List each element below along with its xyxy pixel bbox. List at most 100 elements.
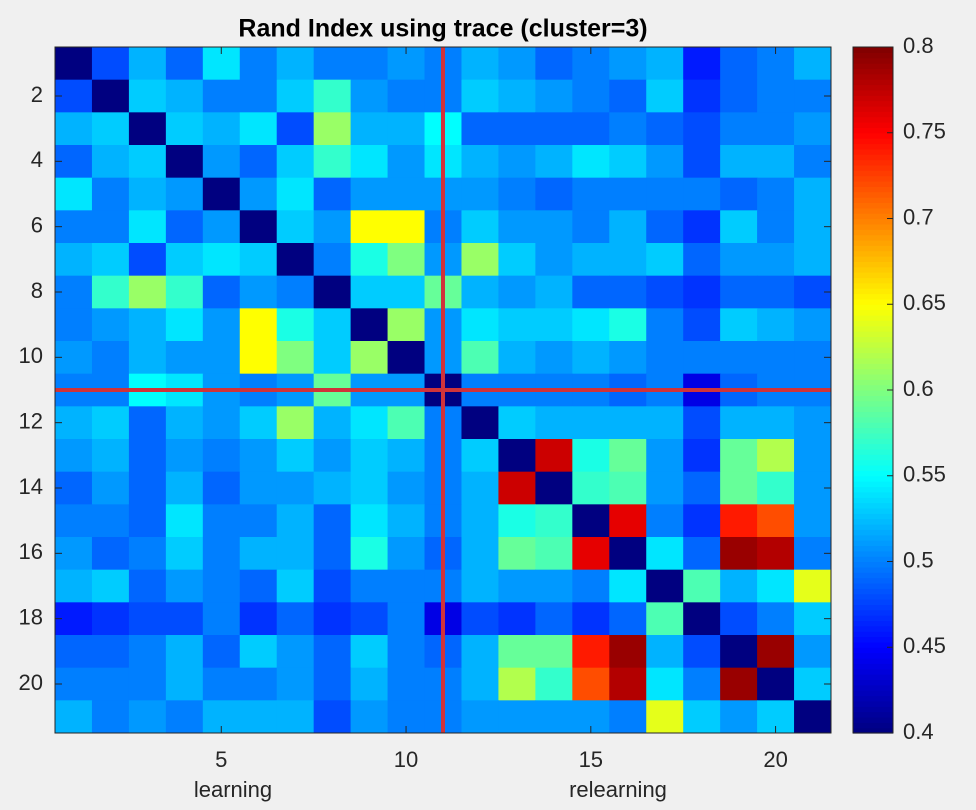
heatmap-cell <box>646 177 684 211</box>
heatmap-cell <box>683 308 721 342</box>
colorbar-segment <box>853 175 893 182</box>
colorbar-segment <box>853 432 893 439</box>
heatmap-cell <box>609 700 647 734</box>
x-tick-label: 20 <box>763 747 787 772</box>
heatmap-cell <box>498 177 536 211</box>
heatmap-cell <box>128 504 167 538</box>
colorbar-segment <box>853 277 893 284</box>
heatmap-cell <box>276 602 315 636</box>
heatmap-cell <box>683 537 721 571</box>
colorbar-segment <box>853 406 893 413</box>
heatmap-cell <box>572 635 610 669</box>
heatmap-cell <box>535 667 573 701</box>
heatmap-cell <box>313 537 352 571</box>
heatmap-cell <box>165 308 204 342</box>
colorbar-segment <box>853 347 893 354</box>
heatmap-cell <box>498 210 536 244</box>
heatmap-cell <box>572 569 610 603</box>
heatmap-cell <box>313 177 352 211</box>
heatmap-cell <box>55 700 93 734</box>
heatmap-cell <box>387 667 426 701</box>
heatmap-cell <box>55 569 93 603</box>
heatmap-cell <box>461 537 499 571</box>
heatmap-cell <box>276 275 315 309</box>
heatmap-cell <box>572 504 610 538</box>
colorbar-segment <box>853 138 893 145</box>
heatmap-cell <box>535 112 573 146</box>
colorbar-segment <box>853 518 893 525</box>
heatmap-cell <box>202 275 241 309</box>
heatmap-cell <box>387 341 426 375</box>
y-tick-label: 14 <box>19 474 43 499</box>
colorbar-segment <box>853 63 893 70</box>
colorbar-segment <box>853 577 893 584</box>
heatmap-cell <box>498 537 536 571</box>
heatmap-cell <box>757 471 795 505</box>
heatmap-cell <box>128 700 167 734</box>
heatmap-cell <box>683 210 721 244</box>
heatmap-cell <box>461 79 499 113</box>
heatmap-cell <box>535 569 573 603</box>
heatmap-cell <box>55 308 93 342</box>
heatmap-cell <box>350 667 389 701</box>
colorbar-segment <box>853 582 893 589</box>
heatmap-cell <box>313 700 352 734</box>
heatmap-cell <box>757 308 795 342</box>
heatmap-cell <box>350 537 389 571</box>
group-label: relearning <box>569 777 667 802</box>
heatmap-cell <box>572 177 610 211</box>
heatmap-cell <box>609 569 647 603</box>
colorbar-tick-label: 0.8 <box>903 33 934 58</box>
heatmap-cell <box>646 667 684 701</box>
colorbar-segment <box>853 229 893 236</box>
heatmap-cell <box>498 79 536 113</box>
colorbar-segment <box>853 652 893 659</box>
heatmap-cell <box>757 439 795 473</box>
heatmap-cell <box>276 439 315 473</box>
heatmap-cell <box>91 667 130 701</box>
heatmap-cell <box>757 112 795 146</box>
heatmap-cell <box>461 635 499 669</box>
heatmap-cell <box>55 243 93 277</box>
colorbar-segment <box>853 239 893 246</box>
heatmap-cell <box>165 406 204 440</box>
heatmap-cell <box>535 537 573 571</box>
colorbar-segment <box>853 491 893 498</box>
heatmap-cell <box>720 537 758 571</box>
heatmap-cell <box>757 569 795 603</box>
heatmap-cell <box>91 243 130 277</box>
heatmap-cell <box>609 47 647 81</box>
heatmap-cell <box>757 635 795 669</box>
heatmap-cell <box>461 275 499 309</box>
heatmap-cell <box>757 537 795 571</box>
heatmap-cell <box>55 112 93 146</box>
heatmap-cell <box>165 47 204 81</box>
heatmap-cell <box>572 471 610 505</box>
heatmap-cell <box>165 210 204 244</box>
colorbar-segment <box>853 89 893 96</box>
heatmap-cell <box>387 537 426 571</box>
heatmap-cell <box>646 569 684 603</box>
heatmap-cell <box>461 243 499 277</box>
heatmap-cell <box>239 667 278 701</box>
colorbar-segment <box>853 272 893 279</box>
heatmap-cell <box>350 471 389 505</box>
heatmap-cell <box>239 406 278 440</box>
heatmap-cell <box>572 341 610 375</box>
heatmap-cell <box>91 177 130 211</box>
heatmap-cell <box>572 602 610 636</box>
colorbar-segment <box>853 357 893 364</box>
heatmap-cell <box>165 439 204 473</box>
colorbar-segment <box>853 593 893 600</box>
heatmap-cell <box>794 308 832 342</box>
heatmap-cell <box>350 341 389 375</box>
heatmap-cell <box>128 471 167 505</box>
heatmap-cell <box>757 504 795 538</box>
heatmap-cell <box>572 145 610 179</box>
heatmap-cell <box>202 243 241 277</box>
colorbar-segment <box>853 143 893 150</box>
colorbar-segment <box>853 422 893 429</box>
heatmap-cell <box>313 145 352 179</box>
heatmap-cell <box>91 79 130 113</box>
colorbar-segment <box>853 293 893 300</box>
